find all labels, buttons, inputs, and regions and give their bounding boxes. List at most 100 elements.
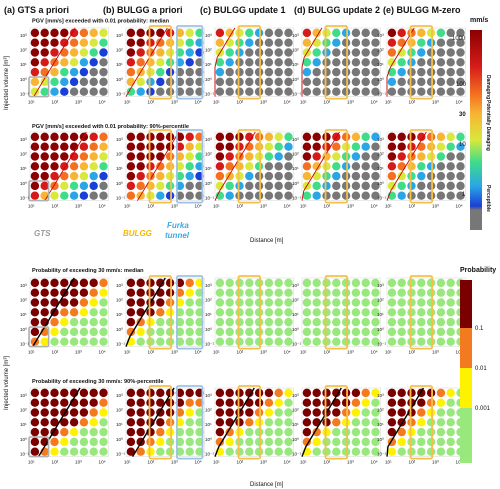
marker — [99, 408, 108, 417]
xtick-label: 10¹ — [213, 350, 220, 355]
marker — [40, 288, 49, 297]
marker — [274, 191, 283, 200]
marker — [341, 388, 351, 398]
marker — [99, 28, 108, 38]
marker — [156, 278, 165, 288]
marker — [165, 427, 175, 437]
xtick-label: 10⁴ — [284, 350, 291, 355]
marker — [361, 418, 370, 427]
marker — [456, 191, 465, 200]
marker — [361, 437, 370, 447]
marker — [126, 427, 136, 437]
marker — [264, 181, 274, 191]
marker — [89, 418, 98, 427]
marker — [146, 142, 155, 151]
marker — [302, 398, 312, 407]
marker — [322, 298, 331, 307]
marker — [351, 191, 361, 200]
marker — [274, 427, 283, 437]
marker — [126, 38, 136, 47]
marker — [50, 171, 59, 181]
marker — [185, 77, 194, 87]
marker — [165, 437, 175, 447]
marker — [69, 447, 79, 456]
marker — [99, 337, 108, 346]
marker — [322, 28, 331, 38]
marker — [361, 67, 370, 77]
marker — [284, 337, 293, 346]
marker — [126, 191, 136, 200]
marker — [371, 48, 380, 57]
marker — [322, 191, 331, 200]
marker — [146, 48, 155, 57]
marker — [136, 327, 145, 337]
marker — [79, 327, 89, 337]
marker — [185, 278, 194, 288]
marker — [136, 28, 145, 38]
marker — [361, 58, 370, 67]
ytick-label: 10⁻¹ — [377, 92, 387, 97]
xtick-label: 10² — [237, 460, 244, 465]
marker — [407, 388, 416, 398]
cb-tick-100: 100 — [456, 82, 467, 88]
marker — [136, 48, 145, 57]
marker — [361, 447, 370, 456]
marker — [165, 181, 175, 191]
marker — [387, 398, 397, 407]
ytick-label: 10⁻¹ — [205, 342, 215, 347]
marker — [185, 337, 194, 346]
xtick-label: 10³ — [347, 460, 354, 465]
bulgg-box — [237, 275, 261, 350]
marker — [89, 171, 98, 181]
marker — [426, 67, 436, 77]
marker — [146, 447, 155, 456]
marker — [426, 298, 436, 307]
marker — [50, 327, 59, 337]
marker — [417, 132, 426, 142]
marker — [426, 132, 436, 142]
xtick-label: 10³ — [260, 460, 267, 465]
marker — [361, 408, 370, 417]
xlabel-pgv: Distance [m] — [250, 238, 284, 244]
marker — [79, 191, 89, 200]
marker — [126, 278, 136, 288]
marker — [126, 447, 136, 456]
marker — [225, 181, 234, 191]
marker — [40, 38, 49, 47]
marker — [397, 337, 406, 346]
marker — [264, 447, 274, 456]
marker — [30, 308, 40, 317]
marker — [245, 38, 254, 47]
marker — [60, 142, 69, 151]
marker — [312, 28, 321, 38]
marker — [245, 181, 254, 191]
xtick-label: 10² — [52, 350, 59, 355]
marker — [146, 388, 155, 398]
contour-line — [32, 277, 75, 347]
marker — [446, 298, 455, 307]
marker — [136, 308, 145, 317]
marker — [446, 447, 455, 456]
marker — [312, 162, 321, 171]
marker — [50, 28, 59, 38]
marker — [215, 181, 225, 191]
marker — [185, 191, 194, 200]
marker — [254, 308, 264, 317]
marker — [99, 298, 108, 307]
marker — [185, 388, 194, 398]
marker — [284, 171, 293, 181]
marker — [361, 298, 370, 307]
marker — [40, 398, 49, 407]
furka-box — [176, 385, 204, 460]
marker — [332, 162, 341, 171]
marker — [312, 142, 321, 151]
marker — [99, 418, 108, 427]
marker — [407, 418, 416, 427]
marker — [254, 447, 264, 456]
marker — [146, 67, 155, 77]
marker — [126, 162, 136, 171]
marker — [274, 388, 283, 398]
marker — [371, 288, 380, 297]
ytick-label: 10³ — [116, 283, 123, 288]
marker — [436, 278, 446, 288]
